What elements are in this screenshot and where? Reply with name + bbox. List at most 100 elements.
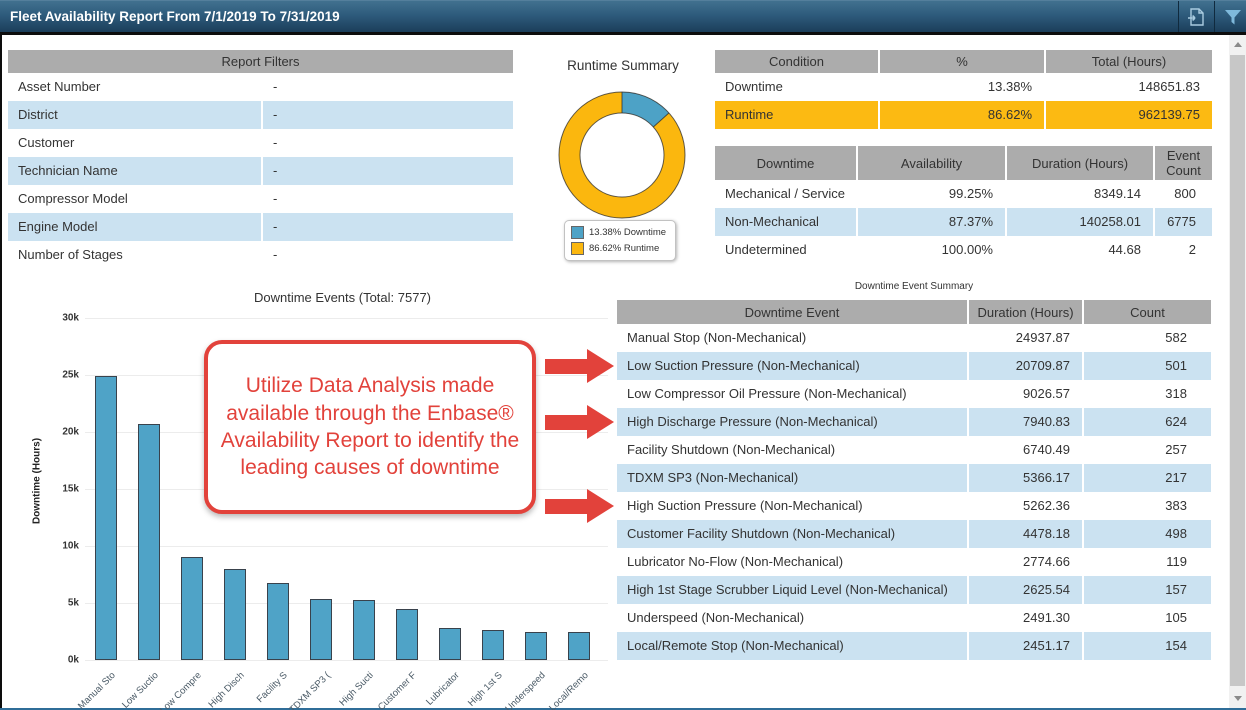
- filter-value: -: [273, 163, 278, 178]
- runtime-swatch: [571, 242, 584, 255]
- arrow-head: [587, 349, 614, 383]
- event-count: 157: [1165, 582, 1187, 597]
- filter-label: Number of Stages: [8, 241, 263, 269]
- scrollbar-thumb[interactable]: [1230, 55, 1245, 686]
- annotation-text: Utilize Data Analysis made available thr…: [220, 374, 520, 480]
- runtime-summary-title: Runtime Summary: [567, 58, 679, 73]
- report-filters-title: Report Filters: [221, 54, 300, 69]
- bar-low-suctio[interactable]: [138, 424, 161, 660]
- legend-label: 86.62% Runtime: [589, 243, 660, 254]
- bar-local-remo[interactable]: [567, 632, 590, 660]
- arrow-head: [587, 489, 614, 523]
- report-filters-header: Report Filters: [8, 50, 513, 73]
- column-header: Downtime: [715, 146, 858, 180]
- filter-row: Asset Number -: [8, 73, 513, 101]
- event-name: Manual Stop (Non-Mechanical): [617, 324, 969, 352]
- filter-label: Engine Model: [8, 213, 263, 241]
- bar-facility-s[interactable]: [267, 583, 290, 660]
- event-count: 154: [1165, 638, 1187, 653]
- filter-label: Asset Number: [8, 73, 263, 101]
- condition-total-hours: 148651.83: [1138, 79, 1200, 94]
- arrow-tail: [545, 358, 587, 374]
- condition-row: Downtime 13.38% 148651.83: [715, 73, 1212, 101]
- condition-name: Downtime: [715, 73, 880, 101]
- filter-row: District -: [8, 101, 513, 129]
- event-count: 257: [1165, 442, 1187, 457]
- event-count: 624: [1165, 414, 1187, 429]
- condition-total-hours: 962139.75: [1138, 107, 1200, 122]
- scroll-down-button[interactable]: [1229, 690, 1246, 707]
- event-name: High Suction Pressure (Non-Mechanical): [617, 492, 969, 520]
- annotation-arrow-low-suction: [545, 349, 688, 383]
- filter-icon: [1225, 10, 1241, 25]
- legend-item-runtime[interactable]: 86.62% Runtime: [571, 242, 666, 255]
- arrow-up-icon: [1233, 42, 1242, 47]
- downtime-type: Non-Mechanical: [715, 208, 858, 236]
- event-count: 498: [1165, 526, 1187, 541]
- event-summary-row: Underspeed (Non-Mechanical) 2491.30 105: [617, 604, 1211, 632]
- legend-item-downtime[interactable]: 13.38% Downtime: [571, 226, 666, 239]
- column-header: %: [880, 50, 1046, 73]
- pdf-export-button[interactable]: [1184, 6, 1208, 28]
- event-duration: 7940.83: [969, 408, 1084, 436]
- bar-high-sucti[interactable]: [352, 600, 375, 660]
- event-name: Local/Remote Stop (Non-Mechanical): [617, 632, 969, 660]
- report-filters-rows: Asset Number - District - Customer - Technicia…: [8, 73, 513, 269]
- event-summary-table: Downtime Event Duration (Hours) Count Ma…: [617, 300, 1211, 660]
- event-name: High Discharge Pressure (Non-Mechanical): [617, 408, 969, 436]
- event-summary-row: High 1st Stage Scrubber Liquid Level (No…: [617, 576, 1211, 604]
- event-summary-row: Low Compressor Oil Pressure (Non-Mechani…: [617, 380, 1211, 408]
- bar-high-1st-s[interactable]: [481, 630, 504, 660]
- event-summary-rows: Manual Stop (Non-Mechanical) 24937.87 582 L…: [617, 324, 1211, 660]
- scroll-up-button[interactable]: [1229, 36, 1246, 53]
- event-duration: 5366.17: [969, 464, 1084, 492]
- annotation-callout: Utilize Data Analysis made available thr…: [204, 340, 536, 514]
- title-bar: Fleet Availability Report From 7/1/2019 …: [0, 0, 1246, 33]
- filter-value: -: [273, 135, 278, 150]
- column-header: Count: [1130, 304, 1165, 320]
- filter-row: Customer -: [8, 129, 513, 157]
- event-name: Lubricator No-Flow (Non-Mechanical): [617, 548, 969, 576]
- filter-button[interactable]: [1221, 6, 1245, 28]
- availability-row: Mechanical / Service 99.25% 8349.14 800: [715, 180, 1212, 208]
- duration-hours: 140258.01: [1007, 208, 1155, 236]
- condition-percent: 13.38%: [880, 73, 1046, 101]
- event-count: 119: [1166, 554, 1187, 569]
- bar-low-compre[interactable]: [181, 557, 204, 660]
- filter-value: -: [273, 219, 278, 234]
- column-header: Availability: [858, 146, 1007, 180]
- filter-value: -: [273, 191, 278, 206]
- gridline: [85, 546, 608, 547]
- event-count: 501: [1165, 358, 1187, 373]
- availability-table: Downtime Availability Duration (Hours) E…: [715, 146, 1212, 264]
- bar-underspeed[interactable]: [524, 632, 547, 660]
- event-count: 217: [1165, 470, 1187, 485]
- donut-legend: 13.38% Downtime 86.62% Runtime: [564, 220, 677, 261]
- filter-value: -: [273, 107, 278, 122]
- condition-percent: 86.62%: [880, 101, 1046, 129]
- event-summary-row: High Discharge Pressure (Non-Mechanical)…: [617, 408, 1211, 436]
- event-duration: 24937.87: [969, 324, 1084, 352]
- bar-manual-sto[interactable]: [95, 376, 118, 660]
- availability-row: Non-Mechanical 87.37% 140258.01 6775: [715, 208, 1212, 236]
- downtime-type: Mechanical / Service: [715, 180, 858, 208]
- event-count: 105: [1165, 610, 1187, 625]
- column-header: Duration (Hours): [969, 300, 1084, 324]
- filter-label: Technician Name: [8, 157, 263, 185]
- runtime-donut-chart[interactable]: [557, 90, 687, 220]
- event-summary-header: Downtime Event Duration (Hours) Count: [617, 300, 1211, 324]
- bar-customer-f[interactable]: [395, 609, 418, 660]
- bar-lubricator[interactable]: [438, 628, 461, 660]
- downtime-type: Undetermined: [715, 236, 858, 264]
- donut-inner-outline: [579, 112, 665, 198]
- y-axis-tick: 15k: [62, 483, 79, 495]
- vertical-scrollbar[interactable]: [1229, 35, 1246, 708]
- y-axis-tick: 20k: [62, 426, 79, 438]
- bar-high-disch[interactable]: [224, 569, 247, 660]
- event-name: Underspeed (Non-Mechanical): [617, 604, 969, 632]
- column-header: Event Count: [1166, 148, 1201, 178]
- downtime-swatch: [571, 226, 584, 239]
- bar-tdxm-sp3-[interactable]: [310, 599, 333, 660]
- event-name: Low Suction Pressure (Non-Mechanical): [617, 352, 969, 380]
